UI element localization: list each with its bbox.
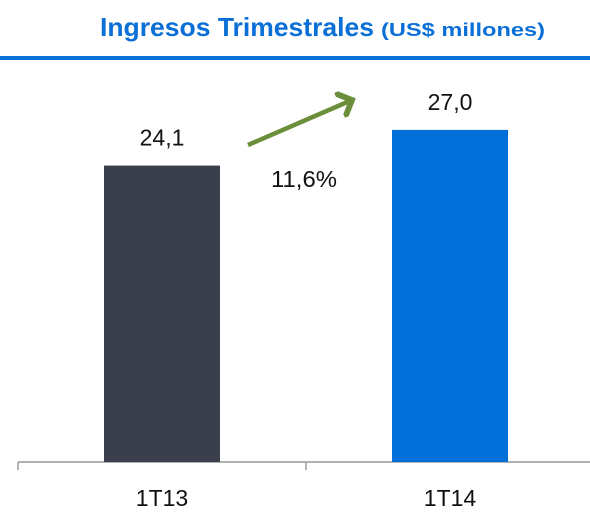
chart-title: Ingresos Trimestrales <box>100 12 374 42</box>
value-label: 27,0 <box>428 89 473 115</box>
title-rule <box>0 56 590 60</box>
growth-arrow <box>247 100 352 148</box>
chart-subtitle: (US$ millones) <box>381 20 545 40</box>
x-tick-label: 1T13 <box>136 485 188 511</box>
x-tick-label: 1T14 <box>424 485 477 511</box>
bar <box>104 165 220 462</box>
annotation: 11,6% <box>271 166 337 192</box>
value-label: 24,1 <box>140 125 185 151</box>
bar <box>392 129 508 462</box>
